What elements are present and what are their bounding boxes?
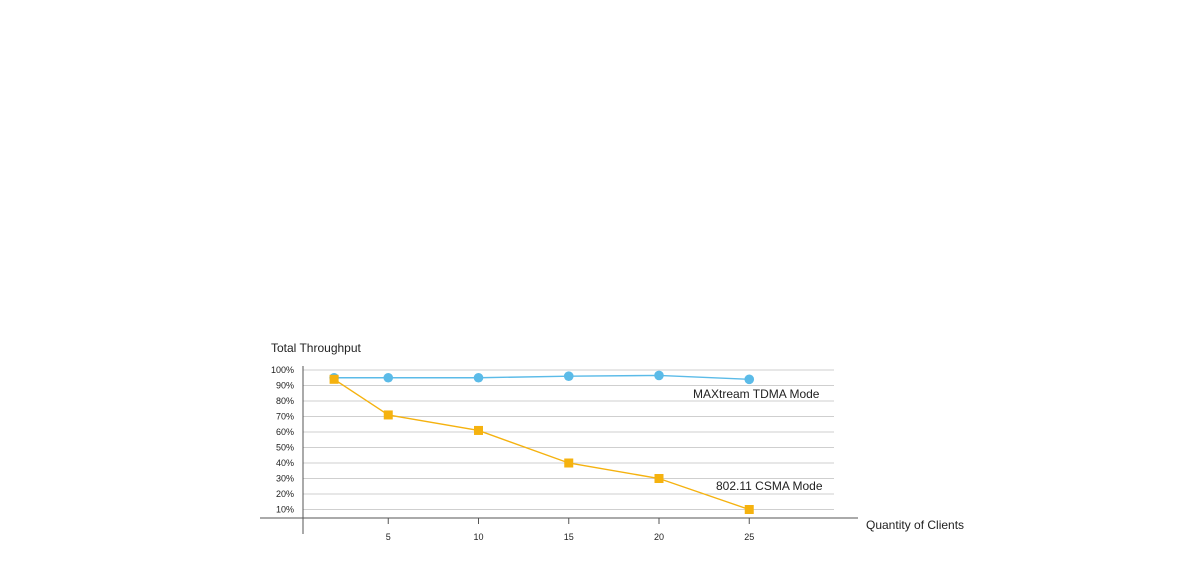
- series-label-tdma: MAXtream TDMA Mode: [693, 387, 820, 401]
- data-point-circle: [563, 371, 574, 382]
- x-axis-ticks: 5 10 15 20 25: [386, 518, 754, 542]
- data-point-square: [564, 458, 574, 468]
- data-point-square: [474, 425, 483, 435]
- data-point-circle: [473, 372, 484, 383]
- y-axis-ticks: 100% 90% 80% 70% 60% 50% 40% 30% 20% 10%: [271, 365, 294, 515]
- y-tick-label: 80%: [276, 396, 294, 406]
- data-point-square: [329, 374, 339, 384]
- y-tick-label: 50%: [276, 443, 294, 453]
- data-point-circle: [744, 374, 755, 385]
- series-label-csma: 802.11 CSMA Mode: [716, 479, 823, 493]
- y-tick-label: 100%: [271, 365, 294, 375]
- data-point-circle: [654, 370, 664, 381]
- y-tick-label: 20%: [276, 489, 294, 499]
- series-line-0: [334, 374, 750, 380]
- data-point-square: [744, 505, 754, 514]
- axes: [260, 366, 858, 534]
- x-tick-label: 5: [386, 532, 391, 542]
- x-tick-label: 25: [744, 532, 754, 542]
- y-tick-label: 30%: [276, 474, 294, 484]
- x-tick-label: 10: [473, 532, 483, 542]
- x-axis-label: Quantity of Clients: [866, 518, 964, 532]
- y-tick-label: 40%: [276, 458, 294, 468]
- y-tick-label: 90%: [276, 381, 294, 391]
- y-tick-label: 70%: [276, 412, 294, 422]
- chart-title: Total Throughput: [271, 341, 362, 355]
- series-layer: [329, 370, 755, 514]
- data-point-circle: [383, 372, 394, 383]
- x-tick-label: 20: [654, 532, 664, 542]
- y-tick-label: 60%: [276, 427, 294, 437]
- series-line-1: [333, 378, 750, 511]
- x-tick-label: 15: [564, 532, 574, 542]
- data-point-square: [383, 410, 393, 420]
- y-tick-label: 10%: [276, 505, 294, 515]
- data-point-square: [654, 474, 664, 483]
